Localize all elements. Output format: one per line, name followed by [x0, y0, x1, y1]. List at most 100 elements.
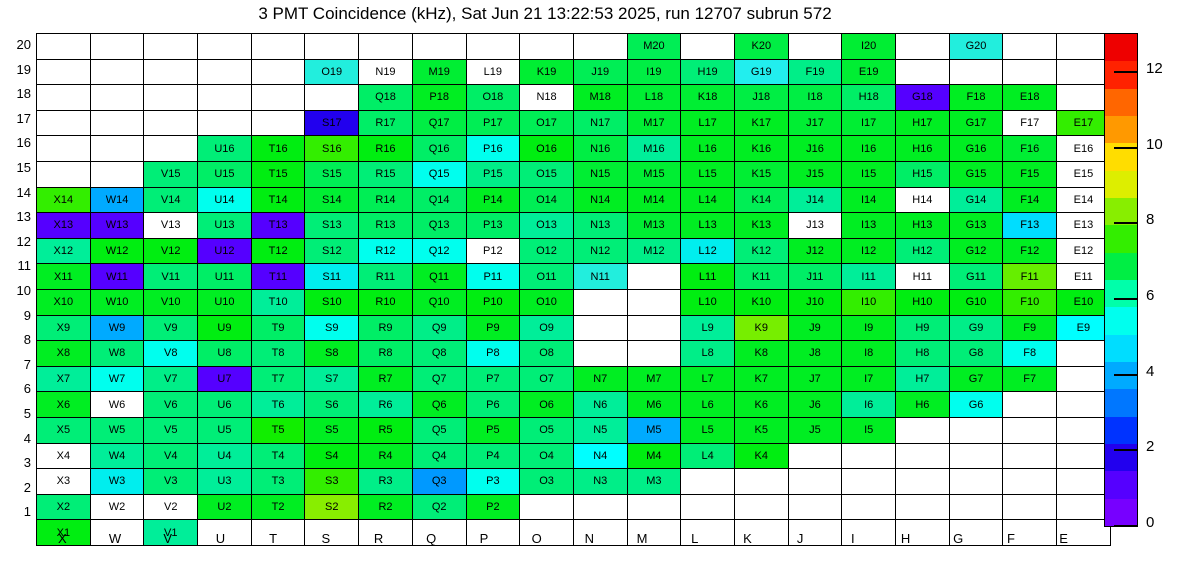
heatmap-cell[interactable]: U7: [197, 365, 252, 393]
heatmap-cell[interactable]: M18: [572, 84, 628, 111]
heatmap-cell[interactable]: V7: [143, 365, 199, 393]
heatmap-cell[interactable]: F13: [1002, 212, 1058, 239]
heatmap-cell[interactable]: E9: [1056, 314, 1111, 342]
heatmap-cell[interactable]: M20: [626, 33, 682, 60]
heatmap-cell[interactable]: L8: [680, 340, 735, 367]
heatmap-cell[interactable]: V5: [143, 416, 199, 444]
heatmap-cell[interactable]: V12: [143, 237, 199, 265]
heatmap-cell[interactable]: O19: [304, 58, 360, 86]
heatmap-cell[interactable]: L7: [680, 365, 735, 393]
heatmap-cell[interactable]: U6: [197, 391, 252, 418]
heatmap-cell[interactable]: O14: [519, 186, 574, 214]
heatmap-cell[interactable]: Q17: [411, 109, 467, 137]
heatmap-cell[interactable]: X1: [36, 519, 91, 546]
heatmap-cell[interactable]: F16: [1002, 135, 1058, 162]
heatmap-cell[interactable]: U4: [197, 442, 252, 470]
heatmap-cell[interactable]: R7: [358, 365, 413, 393]
heatmap-cell[interactable]: O10: [519, 288, 574, 316]
heatmap-cell[interactable]: H10: [895, 288, 950, 316]
heatmap-cell[interactable]: W7: [89, 365, 145, 393]
heatmap-cell[interactable]: K5: [733, 416, 789, 444]
heatmap-cell[interactable]: K4: [733, 442, 789, 470]
heatmap-cell[interactable]: S10: [304, 288, 360, 316]
heatmap-cell[interactable]: X11: [36, 263, 91, 290]
heatmap-cell[interactable]: N15: [572, 160, 628, 188]
heatmap-cell[interactable]: V8: [143, 340, 199, 367]
heatmap-cell[interactable]: K7: [733, 365, 789, 393]
heatmap-cell[interactable]: Q8: [411, 340, 467, 367]
heatmap-cell[interactable]: N17: [572, 109, 628, 137]
heatmap-cell[interactable]: P15: [465, 160, 521, 188]
heatmap-cell[interactable]: O12: [519, 237, 574, 265]
heatmap-cell[interactable]: E17: [1056, 109, 1111, 137]
heatmap-cell[interactable]: L4: [680, 442, 735, 470]
heatmap-cell[interactable]: M12: [626, 237, 682, 265]
heatmap-cell[interactable]: S8: [304, 340, 360, 367]
heatmap-cell[interactable]: J12: [787, 237, 843, 265]
heatmap-cell[interactable]: H17: [895, 109, 950, 137]
heatmap-cell[interactable]: F18: [948, 84, 1004, 111]
heatmap-cell[interactable]: G13: [948, 212, 1004, 239]
heatmap-cell[interactable]: E11: [1056, 263, 1111, 290]
heatmap-cell[interactable]: W9: [89, 314, 145, 342]
heatmap-cell[interactable]: V14: [143, 186, 199, 214]
heatmap-cell[interactable]: Q11: [411, 263, 467, 290]
heatmap-cell[interactable]: G17: [948, 109, 1004, 137]
heatmap-cell[interactable]: M19: [411, 58, 467, 86]
heatmap-cell[interactable]: M6: [626, 391, 682, 418]
heatmap-cell[interactable]: E19: [841, 58, 896, 86]
heatmap-cell[interactable]: G11: [948, 263, 1004, 290]
heatmap-cell[interactable]: N18: [519, 84, 574, 111]
heatmap-cell[interactable]: X14: [36, 186, 91, 214]
heatmap-cell[interactable]: Q5: [411, 416, 467, 444]
heatmap-cell[interactable]: S11: [304, 263, 360, 290]
heatmap-cell[interactable]: W12: [89, 237, 145, 265]
heatmap-cell[interactable]: N11: [572, 263, 628, 290]
heatmap-cell[interactable]: T8: [250, 340, 306, 367]
heatmap-cell[interactable]: X7: [36, 365, 91, 393]
heatmap-cell[interactable]: M15: [626, 160, 682, 188]
heatmap-cell[interactable]: V1: [143, 519, 199, 546]
heatmap-cell[interactable]: P10: [465, 288, 521, 316]
heatmap-cell[interactable]: I13: [841, 212, 896, 239]
heatmap-cell[interactable]: L13: [680, 212, 735, 239]
heatmap-cell[interactable]: P12: [465, 237, 521, 265]
heatmap-cell[interactable]: F12: [1002, 237, 1058, 265]
heatmap-cell[interactable]: E13: [1056, 212, 1111, 239]
heatmap-cell[interactable]: L18: [626, 84, 682, 111]
heatmap-cell[interactable]: H9: [895, 314, 950, 342]
heatmap-cell[interactable]: P6: [465, 391, 521, 418]
heatmap-cell[interactable]: U12: [197, 237, 252, 265]
heatmap-cell[interactable]: U5: [197, 416, 252, 444]
heatmap-cell[interactable]: S14: [304, 186, 360, 214]
heatmap-cell[interactable]: R16: [358, 135, 413, 162]
heatmap-cell[interactable]: E18: [1002, 84, 1058, 111]
heatmap-cell[interactable]: R3: [358, 468, 413, 495]
heatmap-cell[interactable]: G16: [948, 135, 1004, 162]
heatmap-cell[interactable]: K13: [733, 212, 789, 239]
heatmap-cell[interactable]: P18: [411, 84, 467, 111]
heatmap-cell[interactable]: S3: [304, 468, 360, 495]
heatmap-cell[interactable]: R2: [358, 493, 413, 521]
heatmap-cell[interactable]: M14: [626, 186, 682, 214]
heatmap-cell[interactable]: W4: [89, 442, 145, 470]
heatmap-cell[interactable]: U13: [197, 212, 252, 239]
heatmap-cell[interactable]: L6: [680, 391, 735, 418]
heatmap-cell[interactable]: J13: [787, 212, 843, 239]
heatmap-cell[interactable]: Q18: [358, 84, 413, 111]
heatmap-cell[interactable]: M5: [626, 416, 682, 444]
heatmap-cell[interactable]: R14: [358, 186, 413, 214]
heatmap-cell[interactable]: R11: [358, 263, 413, 290]
heatmap-cell[interactable]: L14: [680, 186, 735, 214]
heatmap-cell[interactable]: Q6: [411, 391, 467, 418]
heatmap-cell[interactable]: U14: [197, 186, 252, 214]
heatmap-cell[interactable]: P5: [465, 416, 521, 444]
heatmap-cell[interactable]: R17: [358, 109, 413, 137]
heatmap-cell[interactable]: T16: [250, 135, 306, 162]
heatmap-cell[interactable]: G19: [733, 58, 789, 86]
heatmap-cell[interactable]: R15: [358, 160, 413, 188]
heatmap-cell[interactable]: H8: [895, 340, 950, 367]
heatmap-cell[interactable]: O4: [519, 442, 574, 470]
heatmap-cell[interactable]: X6: [36, 391, 91, 418]
heatmap-cell[interactable]: Q3: [411, 468, 467, 495]
